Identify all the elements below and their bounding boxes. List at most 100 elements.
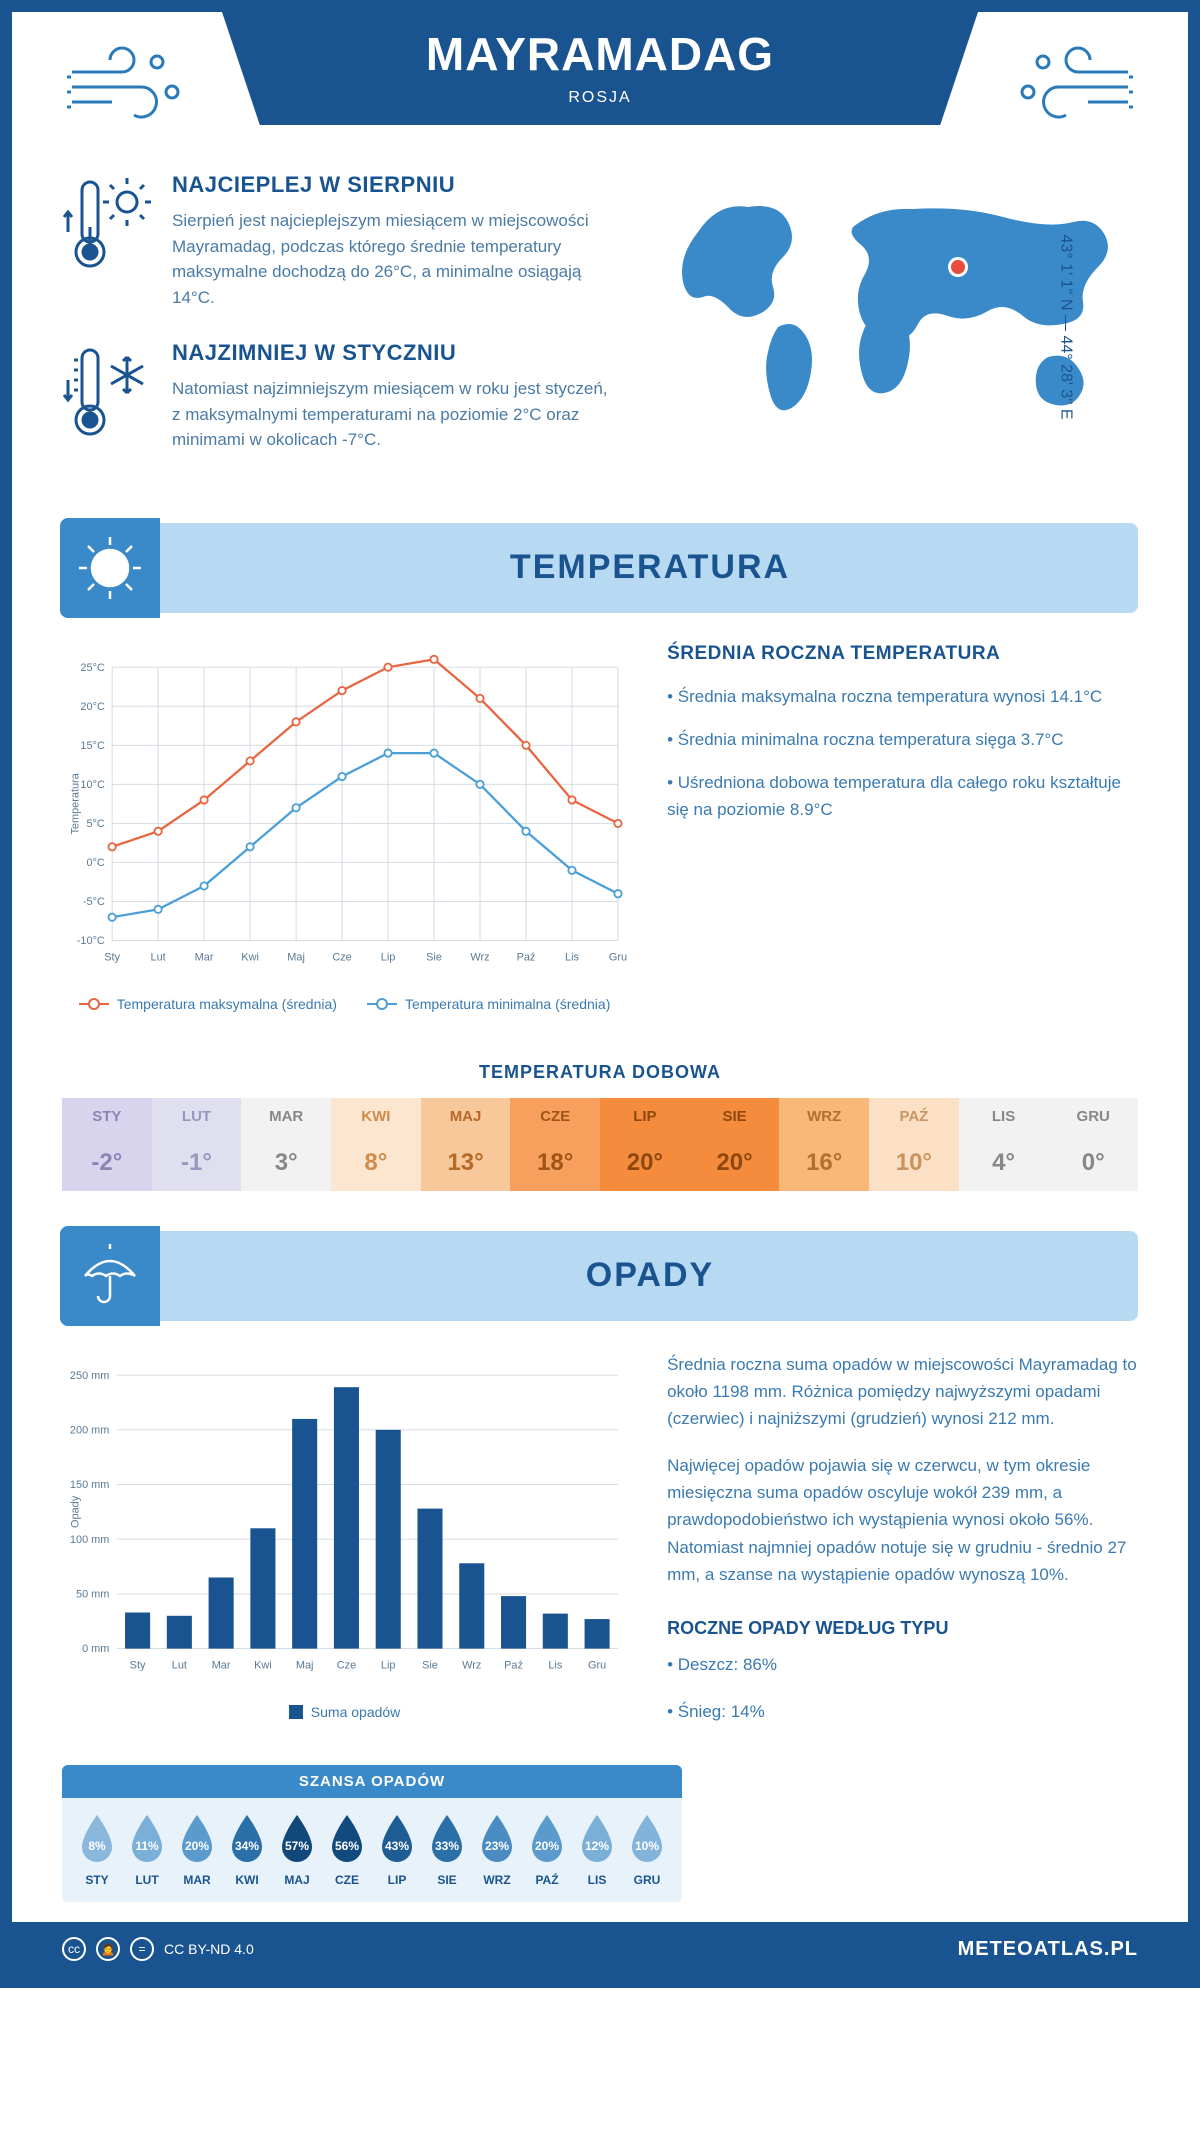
svg-text:11%: 11% bbox=[135, 1839, 159, 1853]
svg-text:Sie: Sie bbox=[426, 951, 442, 963]
license-block: cc 🙍 = CC BY-ND 4.0 bbox=[62, 1937, 254, 1961]
precip-legend: Suma opadów bbox=[62, 1704, 627, 1720]
precip-text-2: Najwięcej opadów pojawia się w czerwcu, … bbox=[667, 1452, 1138, 1588]
avg-temp-title: ŚREDNIA ROCZNA TEMPERATURA bbox=[667, 643, 1138, 665]
svg-text:Mar: Mar bbox=[195, 951, 214, 963]
svg-text:200 mm: 200 mm bbox=[70, 1424, 109, 1436]
svg-text:0 mm: 0 mm bbox=[82, 1643, 109, 1655]
svg-text:25°C: 25°C bbox=[80, 661, 105, 673]
svg-text:20%: 20% bbox=[535, 1839, 559, 1853]
svg-text:Lip: Lip bbox=[381, 951, 396, 963]
precip-type-title: ROCZNE OPADY WEDŁUG TYPU bbox=[667, 1618, 1138, 1639]
temperature-chart: -10°C-5°C0°C5°C10°C15°C20°C25°CStyLutMar… bbox=[62, 643, 627, 1012]
chance-cell: 57%MAJ bbox=[272, 1813, 322, 1887]
by-icon: 🙍 bbox=[96, 1937, 120, 1961]
svg-text:Lis: Lis bbox=[565, 951, 580, 963]
svg-text:-5°C: -5°C bbox=[83, 896, 105, 908]
chance-cell: 12%LIS bbox=[572, 1813, 622, 1887]
header: MAYRAMADAG ROSJA bbox=[12, 12, 1188, 152]
svg-text:Paź: Paź bbox=[517, 951, 536, 963]
avg-temp-b2: • Średnia minimalna roczna temperatura s… bbox=[667, 726, 1138, 753]
svg-text:Paź: Paź bbox=[504, 1659, 523, 1671]
page-title: MAYRAMADAG bbox=[262, 27, 938, 81]
precip-chart: 0 mm50 mm100 mm150 mm200 mm250 mmOpadySt… bbox=[62, 1351, 627, 1746]
svg-text:57%: 57% bbox=[285, 1839, 309, 1853]
svg-text:Cze: Cze bbox=[332, 951, 351, 963]
svg-text:33%: 33% bbox=[435, 1839, 459, 1853]
svg-text:Opady: Opady bbox=[69, 1495, 81, 1528]
svg-text:20%: 20% bbox=[185, 1839, 209, 1853]
chance-cell: 11%LUT bbox=[122, 1813, 172, 1887]
coordinates-label: 43° 1' 1'' N — 44° 28' 3'' E bbox=[1057, 235, 1075, 420]
svg-text:Maj: Maj bbox=[287, 951, 305, 963]
temperature-content: -10°C-5°C0°C5°C10°C15°C20°C25°CStyLutMar… bbox=[12, 613, 1188, 1042]
svg-text:Wrz: Wrz bbox=[462, 1659, 481, 1671]
chance-cell: 34%KWI bbox=[222, 1813, 272, 1887]
svg-text:100 mm: 100 mm bbox=[70, 1533, 109, 1545]
svg-text:8%: 8% bbox=[88, 1839, 106, 1853]
intro-section: NAJCIEPLEJ W SIERPNIU Sierpień jest najc… bbox=[12, 152, 1188, 503]
precip-section-header: OPADY bbox=[62, 1231, 1138, 1321]
legend-min-label: Temperatura minimalna (średnia) bbox=[405, 996, 610, 1012]
svg-text:Sie: Sie bbox=[422, 1659, 438, 1671]
svg-text:12%: 12% bbox=[585, 1839, 609, 1853]
avg-temp-b1: • Średnia maksymalna roczna temperatura … bbox=[667, 683, 1138, 710]
daily-temp-title: TEMPERATURA DOBOWA bbox=[12, 1062, 1188, 1083]
svg-text:Cze: Cze bbox=[337, 1659, 356, 1671]
wind-icon-left bbox=[62, 42, 202, 132]
temperature-section-header: TEMPERATURA bbox=[62, 523, 1138, 613]
footer: cc 🙍 = CC BY-ND 4.0 METEOATLAS.PL bbox=[12, 1922, 1188, 1976]
country-label: ROSJA bbox=[262, 89, 938, 107]
svg-text:34%: 34% bbox=[235, 1839, 259, 1853]
daily-temp-table: STY-2°LUT-1°MAR3°KWI8°MAJ13°CZE18°LIP20°… bbox=[62, 1098, 1138, 1191]
chance-cell: 56%CZE bbox=[322, 1813, 372, 1887]
chance-title: SZANSA OPADÓW bbox=[62, 1765, 682, 1798]
daily-cell: KWI8° bbox=[331, 1098, 421, 1191]
svg-text:43%: 43% bbox=[385, 1839, 409, 1853]
temp-chart-legend: Temperatura maksymalna (średnia) Tempera… bbox=[62, 996, 627, 1012]
chance-cell: 8%STY bbox=[72, 1813, 122, 1887]
cold-fact: NAJZIMNIEJ W STYCZNIU Natomiast najzimni… bbox=[62, 340, 618, 453]
daily-cell: PAŹ10° bbox=[869, 1098, 959, 1191]
precip-type-b2: • Śnieg: 14% bbox=[667, 1698, 1138, 1725]
daily-cell: LUT-1° bbox=[152, 1098, 242, 1191]
nd-icon: = bbox=[130, 1937, 154, 1961]
temperature-description: ŚREDNIA ROCZNA TEMPERATURA • Średnia mak… bbox=[667, 643, 1138, 1012]
chance-cell: 20%PAŹ bbox=[522, 1813, 572, 1887]
svg-text:15°C: 15°C bbox=[80, 739, 105, 751]
svg-text:56%: 56% bbox=[335, 1839, 359, 1853]
daily-cell: SIE20° bbox=[690, 1098, 780, 1191]
svg-text:Maj: Maj bbox=[296, 1659, 314, 1671]
legend-max-label: Temperatura maksymalna (średnia) bbox=[117, 996, 337, 1012]
cold-fact-title: NAJZIMNIEJ W STYCZNIU bbox=[172, 340, 618, 366]
svg-text:-10°C: -10°C bbox=[77, 935, 105, 947]
avg-temp-b3: • Uśredniona dobowa temperatura dla całe… bbox=[667, 769, 1138, 823]
daily-cell: STY-2° bbox=[62, 1098, 152, 1191]
svg-text:Lip: Lip bbox=[381, 1659, 396, 1671]
daily-cell: MAR3° bbox=[241, 1098, 331, 1191]
cold-fact-text: Natomiast najzimniejszym miesiącem w rok… bbox=[172, 376, 618, 453]
svg-text:Sty: Sty bbox=[104, 951, 120, 963]
svg-text:Wrz: Wrz bbox=[470, 951, 489, 963]
svg-text:250 mm: 250 mm bbox=[70, 1369, 109, 1381]
sun-icon bbox=[60, 518, 160, 618]
chance-cell: 43%LIP bbox=[372, 1813, 422, 1887]
svg-text:23%: 23% bbox=[485, 1839, 509, 1853]
svg-text:10%: 10% bbox=[635, 1839, 659, 1853]
svg-text:Mar: Mar bbox=[212, 1659, 231, 1671]
wind-icon-right bbox=[998, 42, 1138, 132]
precip-type-b1: • Deszcz: 86% bbox=[667, 1651, 1138, 1678]
svg-text:0°C: 0°C bbox=[86, 857, 104, 869]
temperature-heading: TEMPERATURA bbox=[162, 548, 1138, 587]
precip-chance-box: SZANSA OPADÓW 8%STY11%LUT20%MAR34%KWI57%… bbox=[62, 1765, 682, 1902]
title-banner: MAYRAMADAG ROSJA bbox=[232, 42, 968, 125]
umbrella-icon bbox=[60, 1226, 160, 1326]
page: MAYRAMADAG ROSJA bbox=[0, 0, 1200, 1988]
svg-text:Lut: Lut bbox=[172, 1659, 187, 1671]
svg-text:Gru: Gru bbox=[588, 1659, 606, 1671]
precip-text-1: Średnia roczna suma opadów w miejscowośc… bbox=[667, 1351, 1138, 1433]
svg-text:Gru: Gru bbox=[609, 951, 627, 963]
cc-icon: cc bbox=[62, 1937, 86, 1961]
daily-cell: LIP20° bbox=[600, 1098, 690, 1191]
svg-text:Temperatura: Temperatura bbox=[69, 772, 81, 834]
